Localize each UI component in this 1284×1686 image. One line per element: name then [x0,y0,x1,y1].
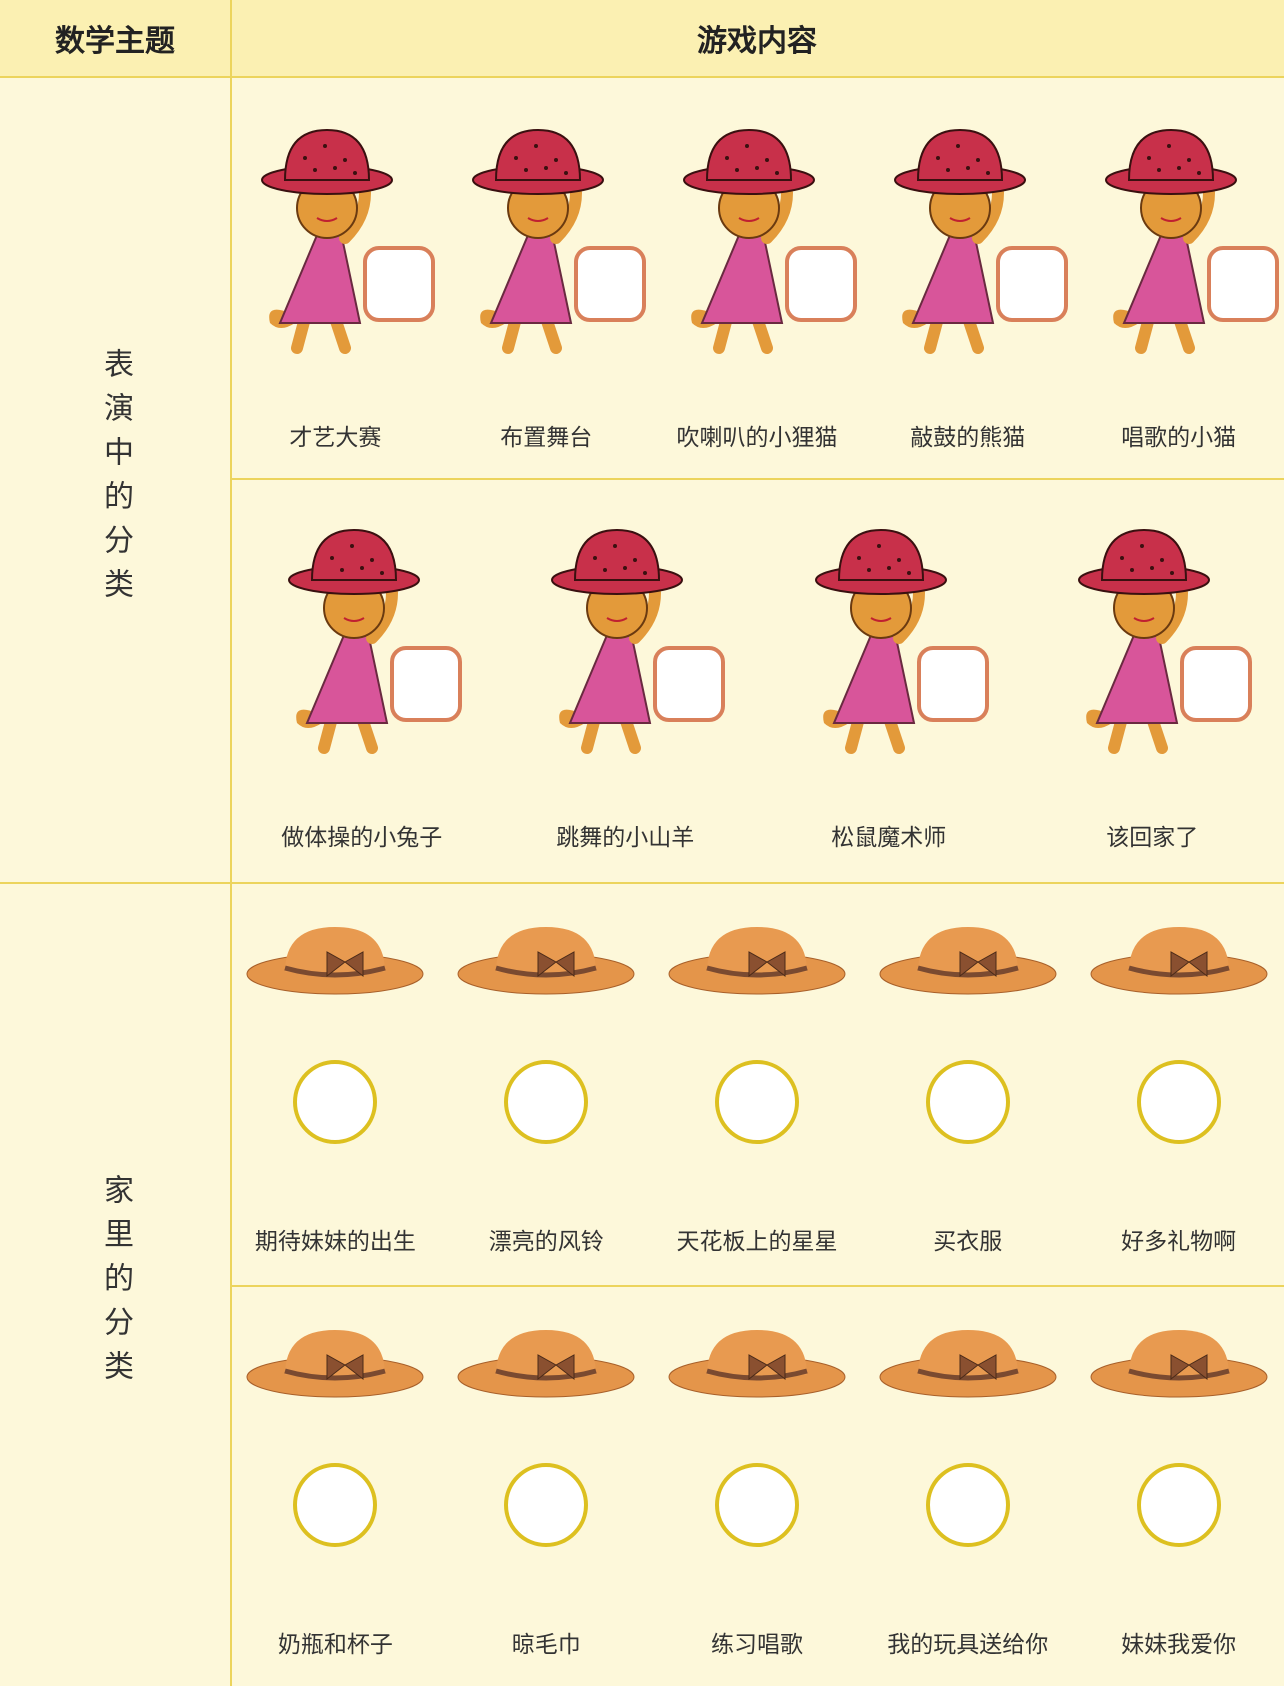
cat-card-figure [789,518,989,772]
item-label: 松鼠魔术师 [831,825,947,851]
section-topic: 家里的分类 [0,882,230,1686]
item-label: 天花板上的星星 [676,1229,838,1255]
cat-card-figure [657,118,857,372]
hat-circle-figure [446,1325,646,1589]
item-label: 练习唱歌 [711,1632,803,1658]
item-label: 妹妹我爱你 [1121,1632,1237,1658]
header-content: 游戏内容 [230,0,1284,78]
item-label: 做体操的小兔子 [281,825,443,851]
cat-card-figure [1079,118,1279,372]
hat-circle-figure [868,922,1068,1186]
hat-circle-figure [446,922,646,1186]
item-label: 跳舞的小山羊 [556,825,695,851]
hat-circle-figure [235,922,435,1186]
cat-card-figure [446,118,647,372]
item-label: 买衣服 [933,1229,1003,1255]
item-label: 才艺大赛 [289,425,382,451]
cat-card-figure [525,518,726,772]
item-label: 漂亮的风铃 [488,1229,604,1255]
header-topic: 数学主题 [0,0,230,78]
row-divider [230,1285,1284,1287]
item-label: 晾毛巾 [511,1632,581,1658]
hat-circle-figure [657,1325,857,1589]
row-divider [230,478,1284,480]
item-label: 吹喇叭的小狸猫 [676,425,838,451]
item-label: 该回家了 [1106,825,1199,851]
item-label: 奶瓶和杯子 [277,1632,393,1658]
item-label: 好多礼物啊 [1121,1229,1237,1255]
hat-circle-figure [868,1325,1068,1589]
column-divider [230,0,232,1686]
item-label: 唱歌的小猫 [1121,425,1237,451]
cat-card-figure [868,118,1068,372]
hat-circle-figure [235,1325,435,1589]
section-divider [0,882,1284,884]
cat-card-figure [1052,518,1253,772]
hat-circle-figure [1079,1325,1279,1589]
topic-label: 表演中的分类 [98,348,133,612]
cat-card-figure [235,118,436,372]
hat-circle-figure [657,922,857,1186]
item-label: 我的玩具送给你 [887,1632,1049,1658]
item-label: 敲鼓的熊猫 [910,425,1026,451]
topic-label: 家里的分类 [98,1174,133,1394]
item-label: 期待妹妹的出生 [254,1229,416,1255]
cat-card-figure [262,518,462,772]
item-label: 布置舞台 [500,425,593,451]
hat-circle-figure [1079,922,1279,1186]
section-topic: 表演中的分类 [0,78,230,882]
